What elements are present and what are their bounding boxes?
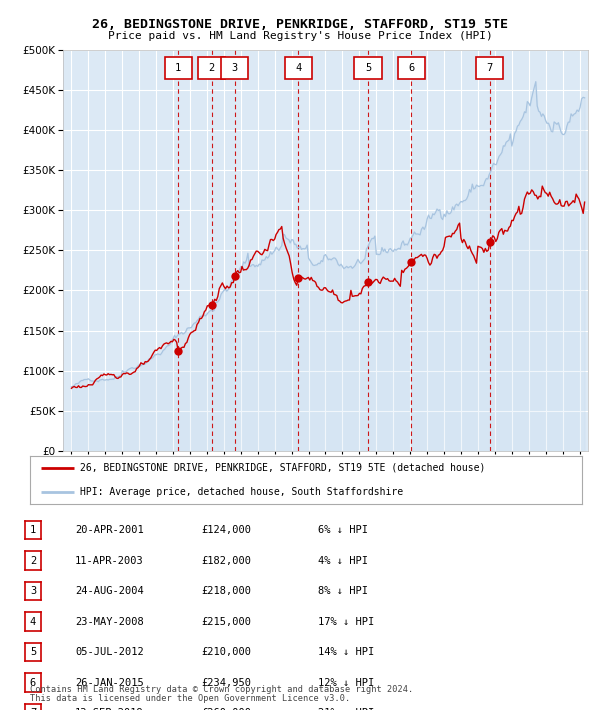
Text: 23-MAY-2008: 23-MAY-2008 [75,616,144,627]
FancyBboxPatch shape [476,57,503,80]
Text: This data is licensed under the Open Government Licence v3.0.: This data is licensed under the Open Gov… [30,694,350,703]
FancyBboxPatch shape [198,57,225,80]
Text: £218,000: £218,000 [201,586,251,596]
Text: Contains HM Land Registry data © Crown copyright and database right 2024.: Contains HM Land Registry data © Crown c… [30,684,413,694]
Text: 2: 2 [30,555,36,566]
Text: 2: 2 [209,63,215,73]
Text: 8% ↓ HPI: 8% ↓ HPI [318,586,368,596]
Text: 6% ↓ HPI: 6% ↓ HPI [318,525,368,535]
Text: 05-JUL-2012: 05-JUL-2012 [75,647,144,657]
Text: 6: 6 [408,63,415,73]
FancyBboxPatch shape [221,57,248,80]
Text: £124,000: £124,000 [201,525,251,535]
Text: 11-APR-2003: 11-APR-2003 [75,555,144,566]
Text: 5: 5 [365,63,371,73]
Text: 3: 3 [30,586,36,596]
Text: HPI: Average price, detached house, South Staffordshire: HPI: Average price, detached house, Sout… [80,487,403,497]
FancyBboxPatch shape [284,57,312,80]
Text: 24-AUG-2004: 24-AUG-2004 [75,586,144,596]
Text: 13-SEP-2019: 13-SEP-2019 [75,708,144,710]
Text: 12% ↓ HPI: 12% ↓ HPI [318,677,374,688]
Text: 1: 1 [30,525,36,535]
FancyBboxPatch shape [355,57,382,80]
Text: 21% ↓ HPI: 21% ↓ HPI [318,708,374,710]
Text: 26, BEDINGSTONE DRIVE, PENKRIDGE, STAFFORD, ST19 5TE: 26, BEDINGSTONE DRIVE, PENKRIDGE, STAFFO… [92,18,508,31]
FancyBboxPatch shape [164,57,192,80]
Text: 26-JAN-2015: 26-JAN-2015 [75,677,144,688]
Text: 26, BEDINGSTONE DRIVE, PENKRIDGE, STAFFORD, ST19 5TE (detached house): 26, BEDINGSTONE DRIVE, PENKRIDGE, STAFFO… [80,463,485,473]
Text: 4: 4 [30,616,36,627]
Text: 3: 3 [232,63,238,73]
Text: 1: 1 [175,63,181,73]
Text: £182,000: £182,000 [201,555,251,566]
Text: 4% ↓ HPI: 4% ↓ HPI [318,555,368,566]
Text: 5: 5 [30,647,36,657]
Text: 20-APR-2001: 20-APR-2001 [75,525,144,535]
Text: 14% ↓ HPI: 14% ↓ HPI [318,647,374,657]
Text: £215,000: £215,000 [201,616,251,627]
Text: Price paid vs. HM Land Registry's House Price Index (HPI): Price paid vs. HM Land Registry's House … [107,31,493,40]
Text: 4: 4 [295,63,301,73]
Text: £234,950: £234,950 [201,677,251,688]
FancyBboxPatch shape [398,57,425,80]
Text: 17% ↓ HPI: 17% ↓ HPI [318,616,374,627]
Text: 6: 6 [30,677,36,688]
Text: £210,000: £210,000 [201,647,251,657]
Text: 7: 7 [487,63,493,73]
Text: £260,000: £260,000 [201,708,251,710]
Text: 7: 7 [30,708,36,710]
